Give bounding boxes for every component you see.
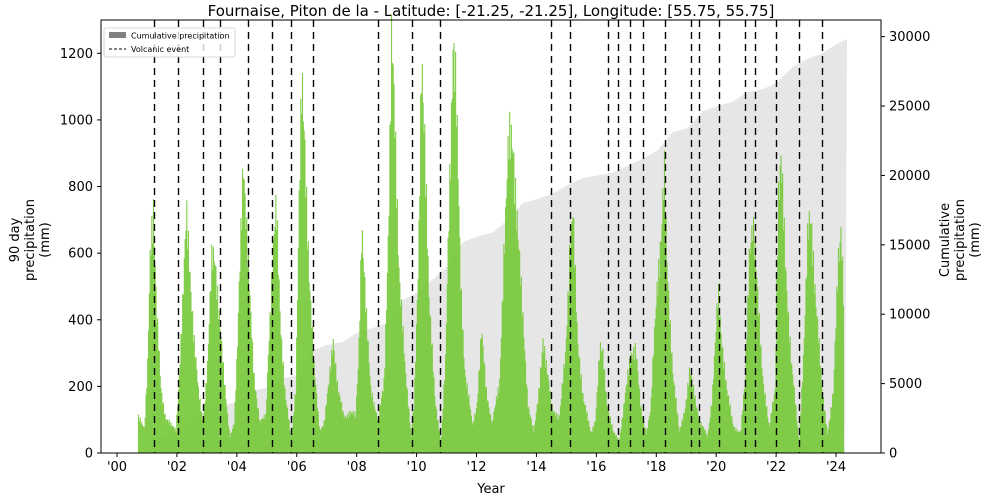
x-tick-label: '22 bbox=[766, 460, 786, 475]
volcanic-event-lines bbox=[153, 20, 824, 453]
y-right-tick-label: 25000 bbox=[889, 100, 930, 115]
y-axis-right: 0 5000 10000 15000 20000 25000 30000 bbox=[881, 30, 930, 462]
y-right-tick-label: 10000 bbox=[889, 308, 930, 323]
x-tick-label: '18 bbox=[646, 460, 666, 475]
y-left-tick-label: 600 bbox=[68, 247, 93, 262]
legend-label-volcanic: Volcanic event bbox=[131, 45, 189, 54]
plot-area bbox=[137, 14, 848, 453]
x-tick-label: '06 bbox=[287, 460, 307, 475]
y-left-tick-label: 800 bbox=[68, 180, 93, 195]
y-right-tick-label: 0 bbox=[889, 447, 897, 462]
x-tick-label: '12 bbox=[466, 460, 486, 475]
rain-bars-shape bbox=[137, 14, 845, 453]
y-right-tick-label: 30000 bbox=[889, 30, 930, 45]
y-left-tick-label: 200 bbox=[68, 380, 93, 395]
legend-label-cumulative: Cumulative precipitation bbox=[131, 32, 230, 41]
y-left-tick-label: 400 bbox=[68, 313, 93, 328]
y-left-tick-label: 1200 bbox=[60, 47, 93, 62]
y-axis-left: 0 200 400 600 800 1000 1200 bbox=[60, 47, 101, 462]
y-right-tick-label: 20000 bbox=[889, 169, 930, 184]
x-tick-label: '16 bbox=[586, 460, 606, 475]
ninety-day-precipitation-bars bbox=[137, 14, 845, 453]
x-tick-label: '04 bbox=[227, 460, 247, 475]
legend: Cumulative precipitation Volcanic event bbox=[103, 27, 236, 58]
chart-title: Fournaise, Piton de la - Latitude: [-21.… bbox=[208, 2, 775, 20]
x-tick-label: '02 bbox=[167, 460, 187, 475]
y-right-tick-label: 15000 bbox=[889, 238, 930, 253]
y-left-tick-label: 0 bbox=[85, 447, 93, 462]
legend-gray-patch-icon bbox=[109, 32, 126, 38]
x-tick-label: '10 bbox=[407, 460, 427, 475]
y-right-tick-label: 5000 bbox=[889, 377, 922, 392]
y-axis-right-label: Cumulativeprecipitation(mm) bbox=[938, 199, 983, 281]
x-tick-label: '00 bbox=[107, 460, 127, 475]
svg-text:90 dayprecipitation(mm): 90 dayprecipitation(mm) bbox=[8, 199, 53, 281]
x-tick-label: '20 bbox=[706, 460, 726, 475]
svg-text:Cumulativeprecipitation(mm): Cumulativeprecipitation(mm) bbox=[938, 199, 983, 281]
x-axis: '00 '02 '04 '06 '08 '10 '12 '14 '16 '18 '20 '22 '24 bbox=[107, 453, 846, 475]
plot-frame bbox=[100, 19, 882, 454]
x-tick-label: '14 bbox=[526, 460, 546, 475]
x-tick-label: '24 bbox=[826, 460, 846, 475]
x-tick-label: '08 bbox=[347, 460, 367, 475]
legend-box bbox=[103, 27, 236, 58]
y-left-tick-label: 1000 bbox=[60, 113, 93, 128]
x-axis-label: Year bbox=[476, 482, 505, 497]
y-axis-left-label: 90 dayprecipitation(mm) bbox=[8, 199, 53, 281]
